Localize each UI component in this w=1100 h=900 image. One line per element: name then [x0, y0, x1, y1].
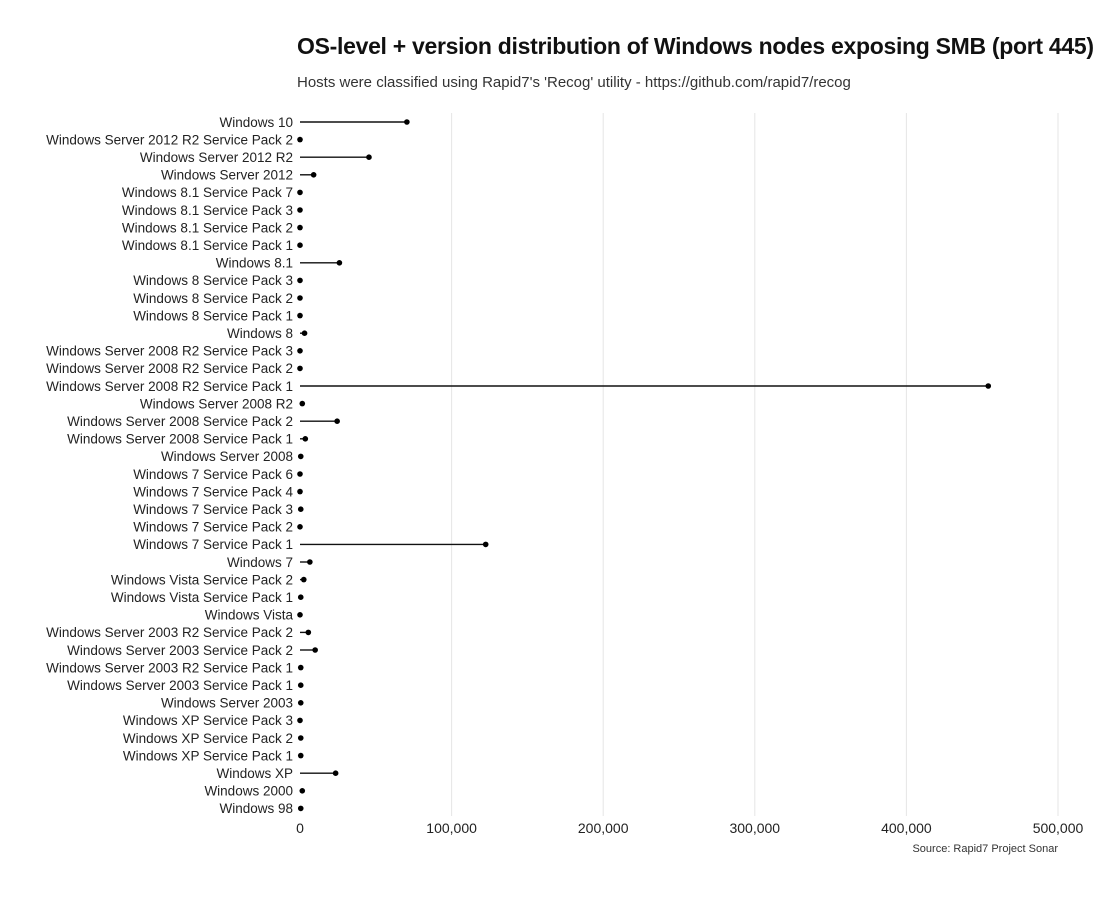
lollipop-point — [297, 136, 303, 143]
category-label: Windows 8 Service Pack 2 — [133, 291, 293, 306]
lollipop-point — [305, 629, 312, 636]
category-label: Windows Server 2008 Service Pack 2 — [67, 414, 293, 429]
category-label: Windows 8.1 Service Pack 1 — [122, 238, 293, 253]
x-tick-label: 0 — [296, 820, 304, 836]
category-label: Windows Server 2008 R2 — [140, 396, 293, 411]
lollipop-point — [301, 330, 308, 337]
category-label: Windows 8.1 Service Pack 3 — [122, 203, 293, 218]
chart-caption: Source: Rapid7 Project Sonar — [912, 843, 1058, 855]
category-label: Windows 8 Service Pack 3 — [133, 273, 293, 288]
lollipop-point — [334, 418, 340, 425]
lollipop-point — [297, 506, 304, 512]
lollipop-point — [332, 770, 339, 776]
lollipop-point — [336, 260, 343, 266]
lollipop-point — [297, 295, 303, 301]
category-label: Windows 8 — [227, 326, 293, 341]
category-label: Windows 8 Service Pack 1 — [133, 308, 293, 323]
category-label: Windows Server 2008 R2 Service Pack 3 — [46, 344, 293, 359]
grid-lines — [451, 113, 1059, 816]
lollipop-point — [297, 524, 303, 530]
lollipop-point — [297, 805, 304, 812]
category-label: Windows Server 2003 R2 Service Pack 2 — [46, 625, 293, 640]
category-label: Windows Server 2012 R2 — [140, 150, 293, 165]
category-label: Windows 7 Service Pack 3 — [133, 502, 293, 517]
lollipop-point — [307, 559, 313, 565]
category-label: Windows XP Service Pack 1 — [123, 748, 293, 763]
lollipop-point — [297, 682, 304, 688]
lollipop-point — [404, 119, 410, 125]
category-label: Windows XP — [216, 766, 293, 781]
category-label: Windows XP Service Pack 2 — [123, 731, 293, 746]
chart-subtitle: Hosts were classified using Rapid7's 'Re… — [297, 74, 851, 91]
category-label: Windows Vista Service Pack 2 — [111, 572, 293, 587]
lollipop-point — [297, 471, 303, 477]
category-label: Windows Server 2008 R2 Service Pack 1 — [46, 379, 293, 394]
category-label: Windows Vista Service Pack 1 — [111, 590, 293, 605]
category-label: Windows Server 2012 — [161, 168, 293, 183]
category-label: Windows 7 Service Pack 6 — [133, 467, 293, 482]
category-label: Windows Server 2003 Service Pack 2 — [67, 643, 293, 658]
category-label: Windows 7 Service Pack 1 — [133, 537, 293, 552]
category-label: Windows Server 2003 — [161, 696, 293, 711]
lollipop-point — [297, 735, 304, 741]
lollipop-marks — [297, 119, 992, 812]
category-label: Windows Server 2008 R2 Service Pack 2 — [46, 361, 293, 376]
lollipop-point — [300, 576, 307, 583]
lollipop-point — [297, 612, 303, 618]
lollipop-point — [297, 752, 304, 759]
category-label: Windows 98 — [219, 801, 293, 816]
lollipop-point — [297, 664, 304, 671]
lollipop-point — [297, 453, 304, 460]
category-label: Windows 7 — [227, 555, 293, 570]
lollipop-point — [297, 348, 303, 354]
category-label: Windows 8.1 Service Pack 2 — [122, 220, 293, 235]
category-label: Windows Vista — [205, 608, 294, 623]
category-label: Windows 7 Service Pack 4 — [133, 484, 293, 499]
category-label: Windows 2000 — [204, 784, 293, 799]
lollipop-point — [310, 172, 317, 178]
category-label: Windows Server 2003 R2 Service Pack 1 — [46, 660, 293, 675]
lollipop-point — [302, 436, 309, 442]
category-label: Windows Server 2012 R2 Service Pack 2 — [46, 132, 293, 147]
lollipop-point — [297, 700, 304, 706]
category-label: Windows 10 — [219, 115, 293, 130]
category-label: Windows 8.1 Service Pack 7 — [122, 185, 293, 200]
category-label: Windows Server 2008 — [161, 449, 293, 464]
category-label: Windows XP Service Pack 3 — [123, 713, 293, 728]
x-axis-ticks: 0 100,000 200,000 300,000 400,000 500,000 — [296, 820, 1083, 836]
chart-title: OS-level + version distribution of Windo… — [297, 33, 1094, 59]
lollipop-point — [297, 717, 303, 724]
lollipop-point — [299, 400, 306, 407]
x-tick-label: 500,000 — [1033, 820, 1084, 836]
category-label: Windows Server 2003 Service Pack 1 — [67, 678, 293, 693]
category-label: Windows 8.1 — [216, 256, 293, 271]
x-tick-label: 200,000 — [578, 820, 629, 836]
category-label: Windows 7 Service Pack 2 — [133, 520, 293, 535]
lollipop-point — [297, 312, 303, 319]
lollipop-point — [297, 277, 303, 284]
lollipop-point — [366, 154, 372, 160]
x-tick-label: 100,000 — [426, 820, 477, 836]
lollipop-point — [297, 594, 304, 600]
category-label: Windows Server 2008 Service Pack 1 — [67, 432, 293, 447]
category-labels: Windows 10 Windows Server 2012 R2 Service… — [46, 115, 293, 816]
lollipop-point — [297, 189, 303, 196]
x-tick-label: 300,000 — [729, 820, 780, 836]
lollipop-point — [985, 383, 992, 389]
lollipop-point — [312, 647, 318, 653]
lollipop-point — [299, 788, 306, 794]
lollipop-point — [297, 242, 303, 248]
lollipop-point — [297, 488, 303, 495]
lollipop-point — [297, 224, 303, 231]
lollipop-point — [297, 365, 303, 372]
x-tick-label: 400,000 — [881, 820, 932, 836]
lollipop-point — [297, 207, 303, 213]
lollipop-point — [482, 541, 489, 548]
